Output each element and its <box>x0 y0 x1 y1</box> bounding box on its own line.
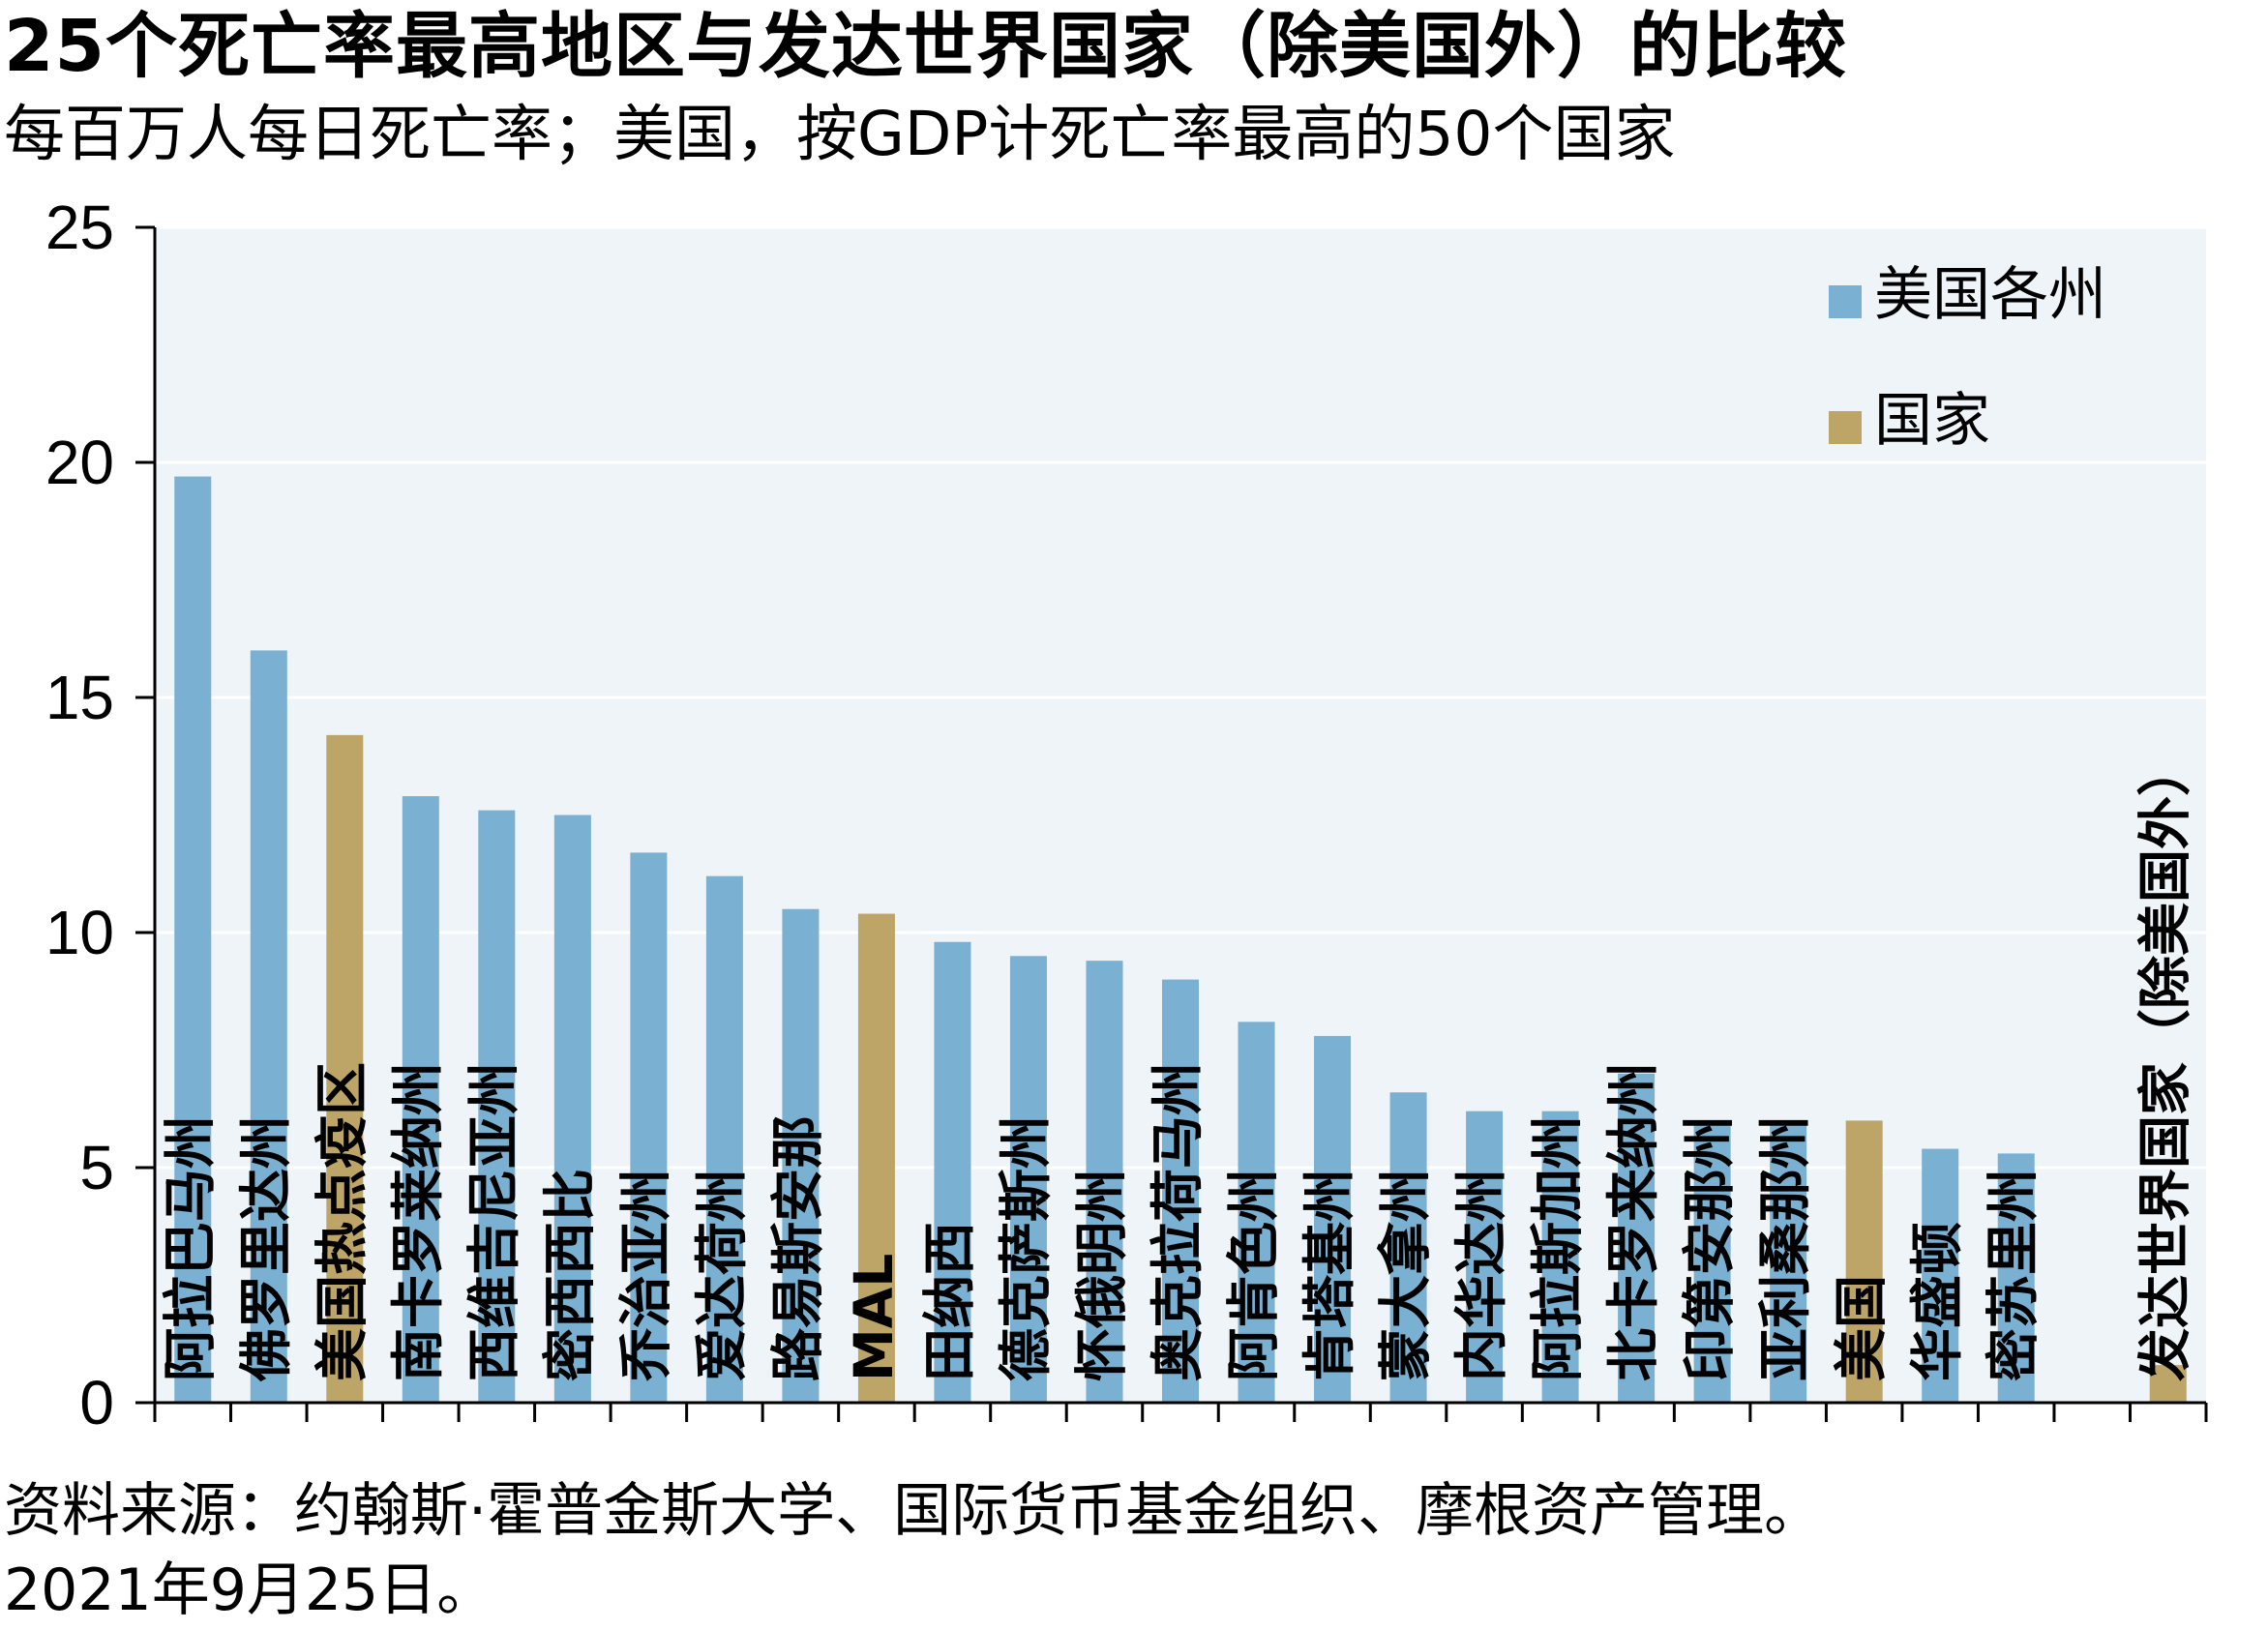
axes <box>135 225 2208 1422</box>
category-label: 乔治亚州 <box>614 1169 676 1381</box>
category-label: 阿拉巴马州 <box>159 1115 221 1381</box>
bar-state <box>402 796 439 1403</box>
category-label: 南卡罗莱纳州 <box>387 1062 449 1381</box>
source-note: 资料来源：约翰斯·霍普金斯大学、国际货币基金组织、摩根资产管理。 <box>4 1477 1823 1545</box>
y-tick-label: 15 <box>45 663 114 732</box>
date-note: 2021年9月25日。 <box>4 1556 495 1624</box>
y-tick-label: 20 <box>45 428 114 497</box>
chart-subtitle: 每百万人每日死亡率；美国，按GDP计死亡率最高的50个国家 <box>4 99 1676 169</box>
category-label: 亚利桑那州 <box>1754 1115 1816 1381</box>
category-label: 北卡罗来纳州 <box>1602 1062 1664 1381</box>
category-label: 佛罗里达州 <box>235 1115 297 1382</box>
y-tick-label: 25 <box>45 193 114 262</box>
bar-state <box>250 650 287 1403</box>
bar-state <box>1086 961 1123 1403</box>
category-label: 蒙大拿州 <box>1375 1169 1437 1381</box>
bar-state <box>1314 1035 1352 1403</box>
bar-state <box>782 908 820 1403</box>
category-labels: 阿拉巴马州 佛罗里达州 美国热点疫区 南卡罗莱纳州 西维吉尼亚州 密西西比 乔治亚州 爱达荷州… <box>159 743 2195 1382</box>
bar-state <box>1389 1092 1427 1403</box>
bar-state <box>478 810 516 1403</box>
category-label: 路易斯安那 <box>766 1115 828 1381</box>
category-label: 美国热点疫区 <box>311 1062 373 1381</box>
category-label: MAL <box>843 1254 905 1381</box>
legend-swatch-country <box>1829 411 1862 444</box>
y-tick-labels: 0 5 10 15 20 25 <box>45 193 114 1437</box>
category-label: 华盛顿 <box>1906 1222 1968 1381</box>
bar-state <box>1466 1111 1504 1403</box>
legend-swatch-state <box>1829 285 1862 318</box>
category-label: 发达世界国家（除美国外） <box>2134 743 2196 1381</box>
bar-state <box>1997 1153 2035 1403</box>
bar-state <box>1238 1022 1275 1403</box>
bar-state <box>174 476 212 1404</box>
bar-state <box>705 875 743 1403</box>
bar-country <box>2149 1365 2187 1403</box>
bar-state <box>630 852 668 1403</box>
bar-state <box>1541 1111 1579 1403</box>
bar-state <box>1693 1120 1731 1403</box>
y-tick-label: 0 <box>79 1368 114 1437</box>
bar-chart: 阿拉巴马州 佛罗里达州 美国热点疫区 南卡罗莱纳州 西维吉尼亚州 密西西比 乔治亚州 爱达荷州… <box>45 193 2208 1437</box>
category-label: 印第安那州 <box>1679 1115 1741 1381</box>
category-label: 密西西比 <box>539 1169 601 1381</box>
category-label: 德克萨斯州 <box>995 1115 1057 1381</box>
category-label: 肯塔基州 <box>1298 1169 1360 1381</box>
bar-state <box>1162 979 1199 1403</box>
bar-country <box>857 913 895 1403</box>
category-label: 田纳西 <box>918 1222 980 1381</box>
bar-state <box>934 941 971 1403</box>
legend-label-country: 国家 <box>1874 387 1990 455</box>
bar-state <box>1618 1073 1656 1403</box>
legend-label-state: 美国各州 <box>1874 261 2106 329</box>
bar-state <box>553 815 591 1403</box>
category-label: 西维吉尼亚州 <box>463 1062 524 1381</box>
category-label: 奥克拉荷马州 <box>1147 1062 1209 1381</box>
bar-state <box>1922 1148 1959 1403</box>
category-label: 密苏里州 <box>1983 1169 2044 1381</box>
y-tick-label: 5 <box>79 1133 114 1202</box>
bar-country <box>326 734 364 1403</box>
category-label: 阿拉斯加州 <box>1527 1115 1589 1381</box>
category-label: 内华达州 <box>1450 1169 1512 1381</box>
y-tick-label: 10 <box>45 898 114 967</box>
chart-title: 25个死亡率最高地区与发达世界国家（除美国外）的比较 <box>4 5 1847 88</box>
category-label: 阿肯色州 <box>1223 1169 1285 1381</box>
bars <box>174 476 2187 1404</box>
category-label: 爱达荷州 <box>691 1169 753 1381</box>
bar-state <box>1770 1125 1807 1403</box>
bar-state <box>1009 956 1047 1403</box>
bar-country <box>1845 1120 1883 1403</box>
category-label: 怀俄明州 <box>1070 1169 1132 1381</box>
category-label: 美国 <box>1831 1275 1893 1381</box>
